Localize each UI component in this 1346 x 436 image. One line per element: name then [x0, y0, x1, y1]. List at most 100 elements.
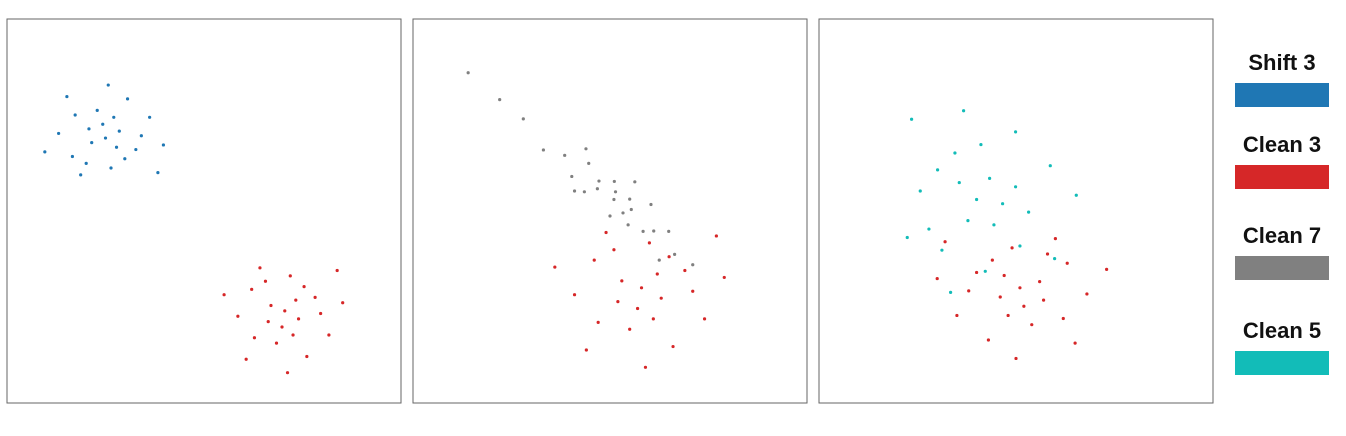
point: [1010, 246, 1014, 250]
point: [691, 289, 695, 293]
point: [935, 276, 939, 281]
point: [1001, 202, 1005, 206]
point: [498, 98, 502, 102]
point: [1073, 341, 1077, 345]
point: [604, 230, 608, 235]
panel-frame: [6, 18, 402, 404]
point: [269, 303, 273, 308]
point: [935, 168, 940, 172]
point: [1085, 292, 1089, 296]
point: [1014, 185, 1018, 189]
point: [596, 320, 600, 324]
point: [983, 269, 987, 273]
point: [1053, 257, 1057, 261]
point: [109, 166, 113, 170]
point: [161, 143, 166, 147]
point: [1030, 323, 1034, 327]
point: [1038, 280, 1042, 284]
point: [222, 293, 226, 297]
point: [572, 293, 577, 297]
point: [244, 357, 248, 361]
point: [667, 255, 671, 259]
point: [112, 115, 116, 119]
point: [117, 129, 121, 133]
point: [992, 223, 996, 227]
point: [134, 147, 138, 152]
point: [521, 117, 525, 121]
point: [905, 235, 909, 240]
point: [990, 258, 994, 262]
point: [65, 94, 69, 99]
point: [236, 314, 240, 318]
point: [595, 187, 599, 191]
point: [1006, 313, 1010, 318]
point: [296, 317, 301, 321]
point: [616, 300, 620, 304]
point: [955, 313, 959, 318]
point: [714, 234, 718, 238]
point: [948, 290, 953, 295]
point: [258, 266, 262, 270]
point: [302, 285, 306, 289]
point: [570, 174, 574, 179]
point: [1045, 252, 1050, 256]
point: [988, 176, 992, 180]
point: [288, 274, 292, 278]
point: [673, 252, 677, 256]
point: [940, 248, 944, 252]
point: [651, 317, 655, 321]
point: [967, 289, 971, 293]
point: [90, 141, 94, 145]
point: [1002, 273, 1006, 278]
point: [657, 258, 661, 262]
point: [655, 272, 659, 276]
point: [628, 327, 632, 331]
point: [659, 296, 663, 300]
point: [621, 211, 625, 215]
point: [647, 241, 652, 245]
point: [1065, 261, 1069, 265]
point: [633, 180, 637, 184]
point: [73, 113, 77, 117]
legend-label: Clean 7: [1243, 223, 1321, 248]
point: [612, 248, 616, 252]
point: [608, 214, 612, 218]
legend-swatch: [1235, 351, 1329, 375]
point: [597, 179, 601, 183]
point: [252, 336, 257, 340]
point: [335, 268, 339, 273]
point: [283, 309, 287, 313]
point: [986, 338, 991, 342]
point: [966, 219, 970, 223]
point: [979, 142, 983, 147]
point: [927, 227, 931, 231]
legend-swatch: [1235, 256, 1329, 280]
point: [612, 179, 616, 184]
point: [629, 207, 633, 212]
point: [1027, 210, 1031, 214]
point: [291, 333, 295, 337]
legend-label: Clean 3: [1243, 132, 1321, 157]
point: [563, 153, 567, 157]
point: [961, 109, 966, 113]
point: [123, 157, 127, 161]
point: [84, 161, 88, 165]
point: [43, 150, 47, 154]
point: [1018, 286, 1022, 290]
point: [998, 295, 1002, 299]
point: [70, 154, 75, 159]
point: [1061, 316, 1065, 321]
point: [327, 333, 331, 337]
point: [125, 97, 130, 101]
point: [957, 180, 961, 185]
point: [1048, 164, 1052, 168]
point: [313, 295, 317, 299]
point: [975, 270, 979, 275]
point: [106, 83, 110, 87]
point: [148, 115, 152, 119]
point: [953, 151, 957, 155]
legend-swatch: [1235, 83, 1329, 107]
point: [620, 279, 624, 283]
point: [1022, 304, 1026, 308]
